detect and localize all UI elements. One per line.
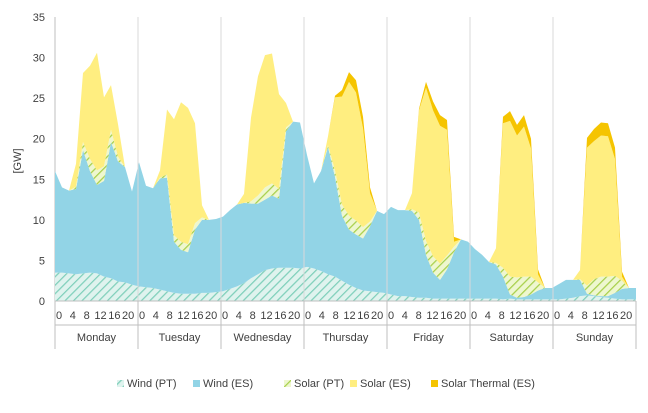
day-label: Thursday bbox=[323, 332, 369, 344]
y-tick-label: 20 bbox=[33, 134, 45, 146]
x-tick-label: 16 bbox=[357, 310, 369, 322]
x-tick-label: 12 bbox=[260, 310, 272, 322]
x-tick-label: 20 bbox=[288, 310, 300, 322]
x-tick-label: 16 bbox=[523, 310, 535, 322]
x-tick-label: 8 bbox=[582, 310, 588, 322]
y-tick-label: 5 bbox=[39, 255, 45, 267]
x-tick-label: 12 bbox=[592, 310, 604, 322]
x-tick-label: 4 bbox=[319, 310, 325, 322]
legend-swatch bbox=[117, 380, 124, 387]
day-label: Wednesday bbox=[234, 332, 292, 344]
y-tick-label: 30 bbox=[33, 53, 45, 65]
x-tick-label: 20 bbox=[454, 310, 466, 322]
legend-label: Wind (PT) bbox=[127, 378, 177, 390]
day-label: Tuesday bbox=[159, 332, 201, 344]
x-tick-label: 8 bbox=[416, 310, 422, 322]
x-tick-label: 0 bbox=[222, 310, 228, 322]
x-tick-label: 0 bbox=[56, 310, 62, 322]
x-tick-label: 4 bbox=[485, 310, 491, 322]
x-tick-label: 16 bbox=[440, 310, 452, 322]
x-tick-label: 0 bbox=[388, 310, 394, 322]
x-tick-label: 0 bbox=[139, 310, 145, 322]
x-tick-label: 8 bbox=[250, 310, 256, 322]
legend: Wind (PT) Wind (ES) Solar (PT) Solar (ES) So… bbox=[117, 378, 535, 390]
series-area-1 bbox=[55, 121, 636, 300]
y-axis: 0 5 10 15 20 25 30 35 bbox=[33, 12, 56, 308]
x-tick-label: 0 bbox=[305, 310, 311, 322]
x-tick-label: 12 bbox=[177, 310, 189, 322]
legend-swatch bbox=[350, 380, 357, 387]
x-tick-label: 0 bbox=[471, 310, 477, 322]
x-tick-label: 16 bbox=[606, 310, 618, 322]
x-tick-label: 4 bbox=[153, 310, 159, 322]
x-tick-label: 12 bbox=[343, 310, 355, 322]
x-tick-label: 8 bbox=[333, 310, 339, 322]
x-tick-label: 4 bbox=[568, 310, 574, 322]
series-area-2 bbox=[55, 121, 636, 298]
x-tick-label: 8 bbox=[499, 310, 505, 322]
y-tick-label: 25 bbox=[33, 93, 45, 105]
x-tick-label: 20 bbox=[205, 310, 217, 322]
y-tick-label: 35 bbox=[33, 12, 45, 24]
x-tick-label: 16 bbox=[191, 310, 203, 322]
x-tick-label: 0 bbox=[554, 310, 560, 322]
legend-swatch bbox=[193, 380, 200, 387]
x-tick-label: 20 bbox=[620, 310, 632, 322]
x-tick-label: 20 bbox=[371, 310, 383, 322]
legend-label: Solar (PT) bbox=[294, 378, 344, 390]
x-tick-label: 4 bbox=[236, 310, 242, 322]
series-area-3 bbox=[55, 52, 636, 289]
x-tick-label: 16 bbox=[274, 310, 286, 322]
x-tick-label: 4 bbox=[70, 310, 76, 322]
legend-label: Solar Thermal (ES) bbox=[441, 378, 535, 390]
day-label: Friday bbox=[413, 332, 444, 344]
series-area-0 bbox=[55, 266, 636, 301]
stacked-areas bbox=[55, 17, 636, 301]
legend-swatch bbox=[431, 380, 438, 387]
y-tick-label: 0 bbox=[39, 296, 45, 308]
x-tick-label: 4 bbox=[402, 310, 408, 322]
x-tick-label: 20 bbox=[537, 310, 549, 322]
x-tick-label: 12 bbox=[94, 310, 106, 322]
x-tick-label: 20 bbox=[122, 310, 134, 322]
y-tick-label: 15 bbox=[33, 174, 45, 186]
day-label: Sunday bbox=[576, 332, 614, 344]
x-tick-label: 16 bbox=[108, 310, 120, 322]
x-tick-label: 12 bbox=[509, 310, 521, 322]
y-tick-label: 10 bbox=[33, 215, 45, 227]
y-axis-label: [GW] bbox=[12, 148, 24, 173]
legend-label: Wind (ES) bbox=[203, 378, 253, 390]
day-label: Monday bbox=[77, 332, 117, 344]
legend-swatch bbox=[284, 380, 291, 387]
x-tick-label: 8 bbox=[84, 310, 90, 322]
legend-label: Solar (ES) bbox=[360, 378, 411, 390]
x-tick-label: 12 bbox=[426, 310, 438, 322]
day-label: Saturday bbox=[489, 332, 534, 344]
x-tick-label: 8 bbox=[167, 310, 173, 322]
